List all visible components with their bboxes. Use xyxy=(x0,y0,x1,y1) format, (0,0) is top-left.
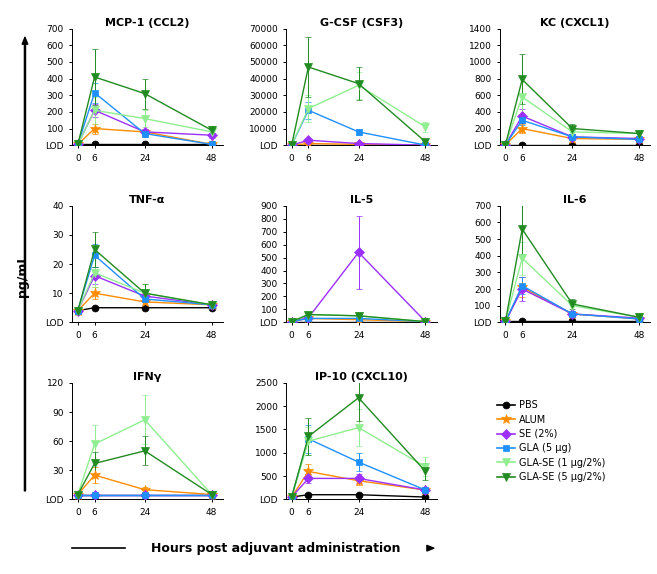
Title: MCP-1 (CCL2): MCP-1 (CCL2) xyxy=(105,18,190,28)
Title: KC (CXCL1): KC (CXCL1) xyxy=(541,18,610,28)
Title: TNF-α: TNF-α xyxy=(129,195,166,205)
Title: IL-5: IL-5 xyxy=(350,195,373,205)
Title: G-CSF (CSF3): G-CSF (CSF3) xyxy=(320,18,403,28)
Title: IL-6: IL-6 xyxy=(564,195,587,205)
Legend: PBS, ALUM, SE (2%), GLA (5 μg), GLA-SE (1 μg/2%), GLA-SE (5 μg/2%): PBS, ALUM, SE (2%), GLA (5 μg), GLA-SE (… xyxy=(497,400,605,482)
Title: IP-10 (CXCL10): IP-10 (CXCL10) xyxy=(315,372,408,382)
Text: Hours post adjuvant administration: Hours post adjuvant administration xyxy=(151,542,401,554)
Title: IFNγ: IFNγ xyxy=(133,372,162,382)
Text: pg/mL: pg/mL xyxy=(16,254,30,297)
